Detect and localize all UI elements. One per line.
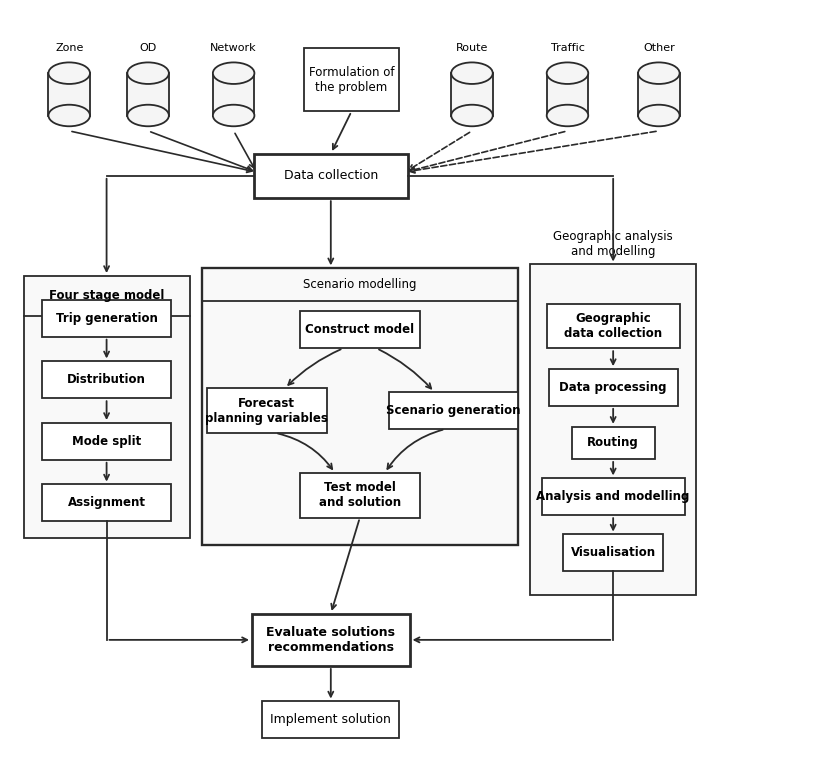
Text: Visualisation: Visualisation bbox=[571, 546, 655, 560]
Text: Mode split: Mode split bbox=[72, 435, 141, 448]
FancyBboxPatch shape bbox=[254, 153, 408, 198]
Text: OD: OD bbox=[140, 43, 156, 53]
FancyBboxPatch shape bbox=[563, 535, 663, 571]
Text: Data collection: Data collection bbox=[283, 170, 378, 182]
FancyBboxPatch shape bbox=[572, 427, 655, 459]
Text: Geographic
data collection: Geographic data collection bbox=[564, 312, 662, 340]
Text: Network: Network bbox=[211, 43, 257, 53]
Text: Implement solution: Implement solution bbox=[270, 714, 391, 726]
Text: Four stage model: Four stage model bbox=[48, 289, 164, 302]
Text: Formulation of
the problem: Formulation of the problem bbox=[308, 66, 395, 94]
FancyBboxPatch shape bbox=[43, 361, 171, 398]
Text: Distribution: Distribution bbox=[67, 374, 146, 386]
Bar bbox=[451, 73, 492, 115]
FancyBboxPatch shape bbox=[252, 614, 410, 666]
Ellipse shape bbox=[127, 63, 169, 84]
Ellipse shape bbox=[451, 63, 492, 84]
Bar bbox=[213, 73, 254, 115]
Text: Evaluate solutions
recommendations: Evaluate solutions recommendations bbox=[267, 626, 395, 654]
Ellipse shape bbox=[48, 105, 90, 126]
FancyBboxPatch shape bbox=[530, 264, 696, 595]
FancyBboxPatch shape bbox=[43, 484, 171, 522]
Text: Routing: Routing bbox=[587, 436, 639, 449]
Text: Traffic: Traffic bbox=[551, 43, 584, 53]
FancyBboxPatch shape bbox=[43, 423, 171, 460]
Text: Forecast
planning variables: Forecast planning variables bbox=[206, 397, 329, 425]
FancyBboxPatch shape bbox=[202, 268, 517, 546]
Bar bbox=[48, 73, 90, 115]
FancyBboxPatch shape bbox=[299, 312, 420, 348]
Text: Construct model: Construct model bbox=[305, 323, 415, 336]
Bar bbox=[547, 73, 589, 115]
Text: Geographic analysis
and modelling: Geographic analysis and modelling bbox=[553, 230, 673, 258]
Ellipse shape bbox=[547, 63, 589, 84]
FancyBboxPatch shape bbox=[43, 300, 171, 336]
FancyBboxPatch shape bbox=[542, 478, 685, 515]
Text: Test model
and solution: Test model and solution bbox=[319, 481, 401, 509]
Ellipse shape bbox=[48, 63, 90, 84]
FancyBboxPatch shape bbox=[390, 392, 518, 429]
FancyBboxPatch shape bbox=[547, 304, 680, 348]
Ellipse shape bbox=[638, 63, 680, 84]
FancyBboxPatch shape bbox=[206, 388, 327, 433]
FancyBboxPatch shape bbox=[303, 48, 400, 112]
Bar bbox=[638, 73, 680, 115]
Text: Scenario generation: Scenario generation bbox=[386, 404, 521, 417]
Bar bbox=[127, 73, 169, 115]
FancyBboxPatch shape bbox=[263, 701, 400, 739]
Text: Other: Other bbox=[643, 43, 675, 53]
Text: Data processing: Data processing bbox=[559, 381, 667, 394]
Text: Scenario modelling: Scenario modelling bbox=[303, 278, 416, 291]
Text: Assignment: Assignment bbox=[68, 497, 145, 509]
FancyBboxPatch shape bbox=[23, 276, 190, 538]
Ellipse shape bbox=[451, 105, 492, 126]
Text: Zone: Zone bbox=[55, 43, 84, 53]
FancyBboxPatch shape bbox=[299, 473, 420, 518]
Ellipse shape bbox=[547, 105, 589, 126]
FancyBboxPatch shape bbox=[548, 369, 677, 406]
Ellipse shape bbox=[213, 105, 254, 126]
Text: Route: Route bbox=[456, 43, 488, 53]
Ellipse shape bbox=[638, 105, 680, 126]
Ellipse shape bbox=[127, 105, 169, 126]
Text: Trip generation: Trip generation bbox=[56, 312, 157, 325]
Ellipse shape bbox=[213, 63, 254, 84]
Text: Analysis and modelling: Analysis and modelling bbox=[537, 491, 690, 503]
